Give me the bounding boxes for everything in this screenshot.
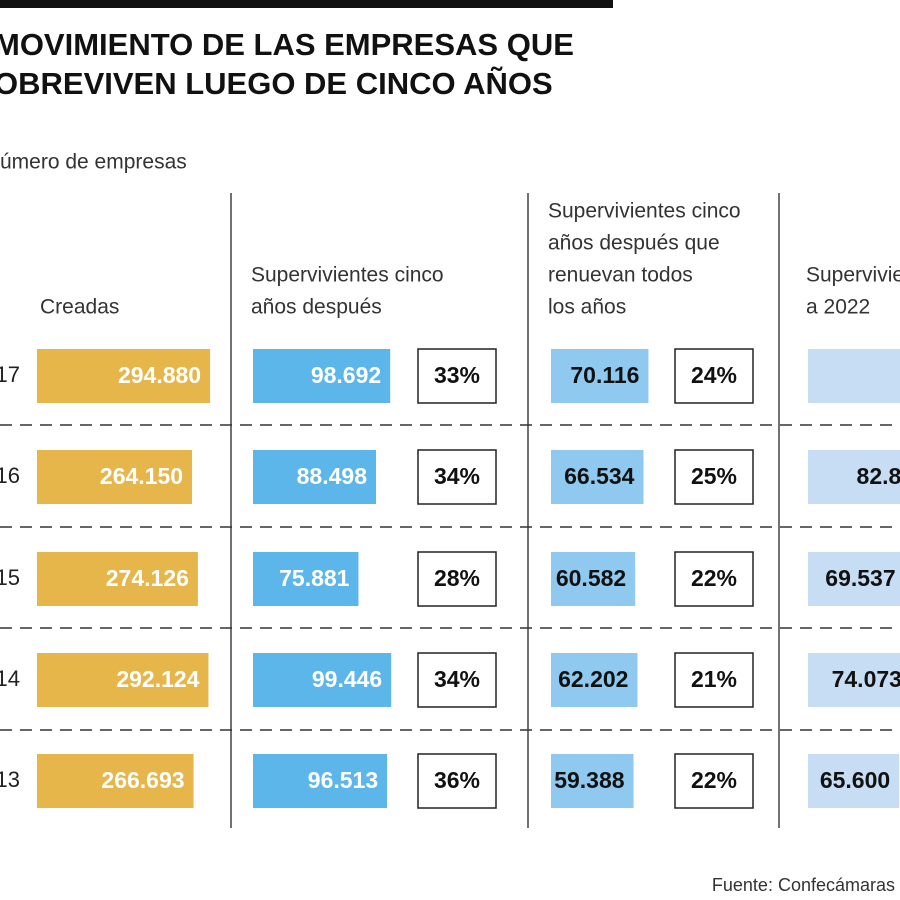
- bar: [253, 450, 377, 504]
- column-dividers: [230, 193, 780, 828]
- share-box: [674, 753, 754, 809]
- bar: [253, 754, 388, 808]
- value-label: 70.116: [570, 362, 639, 388]
- value-label: 264.150: [100, 463, 183, 489]
- share-label: 22%: [691, 767, 737, 793]
- value-label: 99.446: [312, 666, 382, 692]
- value-label: 59.388: [554, 767, 625, 793]
- share-box: [417, 753, 497, 809]
- share-label: 25%: [691, 463, 737, 489]
- value-label: 98.692: [311, 362, 381, 388]
- column-header: años después que: [548, 232, 720, 255]
- share-box: [674, 449, 754, 505]
- share-label: 22%: [691, 565, 737, 591]
- share-label: 21%: [691, 666, 737, 692]
- title-line: MOVIMIENTO DE LAS EMPRESAS QUE: [0, 27, 574, 62]
- subtitle: úmero de empresas: [0, 151, 187, 174]
- bar: [253, 653, 392, 707]
- value-label: 274.126: [106, 565, 189, 591]
- row-label: 14: [0, 666, 20, 691]
- bar: [551, 653, 638, 707]
- share-label: 36%: [434, 767, 480, 793]
- value-label: 88.498: [297, 463, 368, 489]
- share-box: [674, 551, 754, 607]
- column-header: Creadas: [40, 296, 119, 319]
- value-label: 82.82: [857, 463, 900, 489]
- share-box: [417, 551, 497, 607]
- bar: [37, 349, 211, 403]
- bar: [551, 450, 644, 504]
- row-label: 17: [0, 362, 20, 387]
- title-line: OBREVIVEN LUEGO DE CINCO AÑOS: [0, 66, 553, 101]
- value-label: 65.600: [820, 767, 890, 793]
- column-header: a 2022: [806, 296, 870, 319]
- bar: [808, 349, 900, 403]
- bar: [808, 754, 900, 808]
- share-box: [417, 652, 497, 708]
- share-label: 34%: [434, 666, 480, 692]
- source: Fuente: Confecámaras: [712, 875, 895, 895]
- share-label: 33%: [434, 362, 480, 388]
- bar: [37, 552, 198, 606]
- bar: [551, 552, 636, 606]
- column-header: Supervivie: [806, 264, 900, 287]
- value-label: 75.881: [279, 565, 350, 591]
- bar: [37, 754, 194, 808]
- bar: [808, 450, 900, 504]
- value-label: 66.534: [564, 463, 635, 489]
- row-label: 13: [0, 767, 20, 792]
- bar: [551, 349, 649, 403]
- bar: [253, 552, 359, 606]
- value-label: 62.202: [558, 666, 628, 692]
- share-label: 34%: [434, 463, 480, 489]
- value-label: 96.513: [308, 767, 378, 793]
- bar: [37, 653, 209, 707]
- column-header: Supervivientes cinco: [251, 264, 444, 287]
- row-dividers: [0, 424, 900, 731]
- column-header: los años: [548, 296, 626, 319]
- share-label: 24%: [691, 362, 737, 388]
- row-label: 16: [0, 463, 20, 488]
- column-header: renuevan todos: [548, 264, 693, 287]
- row-label: 15: [0, 565, 20, 590]
- value-label: 266.693: [101, 767, 184, 793]
- top-rule: [0, 0, 613, 8]
- share-label: 28%: [434, 565, 480, 591]
- share-box: [674, 348, 754, 404]
- share-box: [674, 652, 754, 708]
- column-header: años después: [251, 296, 382, 319]
- column-header: Supervivientes cinco: [548, 200, 741, 223]
- value-label: 74.073: [832, 666, 900, 692]
- bar: [551, 754, 634, 808]
- share-box: [417, 348, 497, 404]
- value-label: 294.880: [118, 362, 201, 388]
- value-label: 60.582: [556, 565, 626, 591]
- bar: [37, 450, 193, 504]
- share-box: [417, 449, 497, 505]
- value-label: 292.124: [116, 666, 199, 692]
- value-label: 69.537: [825, 565, 895, 591]
- bar: [808, 653, 900, 707]
- bar: [253, 349, 391, 403]
- bar: [808, 552, 900, 606]
